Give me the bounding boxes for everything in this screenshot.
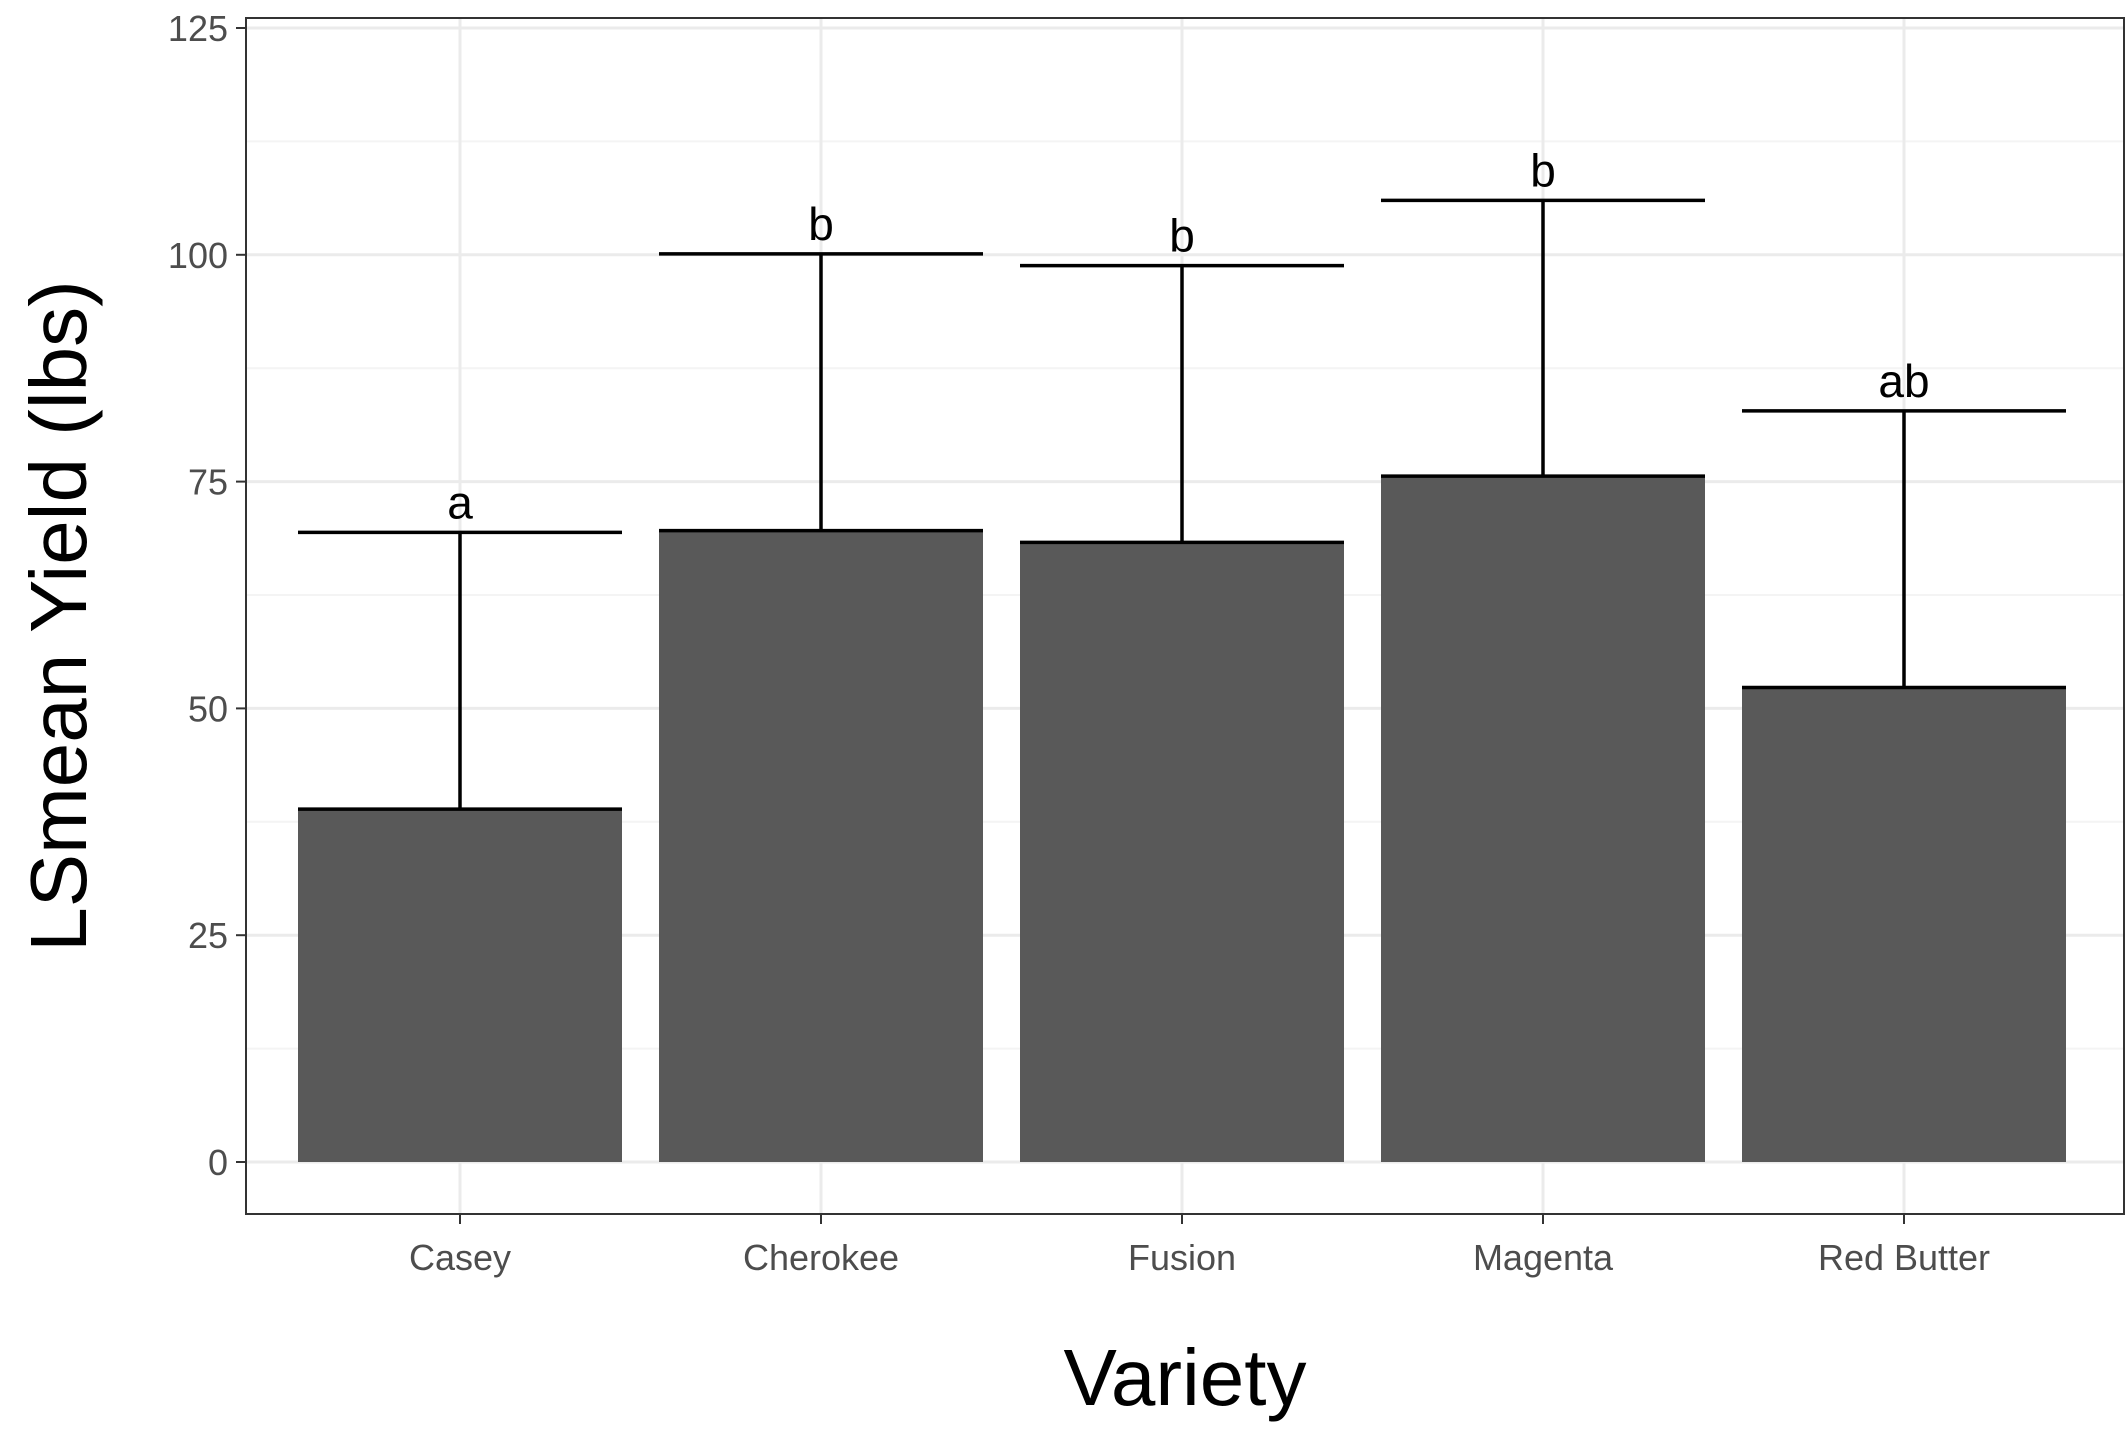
x-tick-label: Red Butter xyxy=(1818,1237,1990,1278)
y-tick-label: 50 xyxy=(188,688,228,729)
x-axis-ticks: Casey Cherokee Fusion Magenta Red Butter xyxy=(409,1214,1990,1278)
bar-casey xyxy=(298,809,622,1162)
y-tick-label: 0 xyxy=(208,1142,228,1183)
y-tick-label: 100 xyxy=(168,235,228,276)
bar-cherokee xyxy=(659,530,983,1162)
bar-red-butter xyxy=(1742,687,2066,1162)
y-axis-title: LSmean Yield (lbs) xyxy=(14,280,103,951)
group-letter-label: a xyxy=(447,476,473,528)
x-tick-label: Casey xyxy=(409,1237,511,1278)
error-bars xyxy=(298,198,2066,810)
group-letter-label: b xyxy=(1169,210,1195,262)
group-letter-label: ab xyxy=(1878,355,1929,407)
bars xyxy=(298,474,2066,1162)
y-tick-label: 75 xyxy=(188,462,228,503)
y-axis-ticks: 0 25 50 75 100 125 xyxy=(168,8,246,1183)
bar-fusion xyxy=(1020,542,1344,1162)
x-axis-title: Variety xyxy=(1063,1333,1306,1422)
group-letter-label: b xyxy=(808,198,834,250)
panel-border xyxy=(245,17,2125,1215)
y-tick-label: 25 xyxy=(188,915,228,956)
x-tick-label: Fusion xyxy=(1128,1237,1236,1278)
group-letter-label: b xyxy=(1530,144,1556,196)
bar-magenta xyxy=(1381,476,1705,1162)
y-tick-label: 125 xyxy=(168,8,228,49)
x-tick-label: Cherokee xyxy=(743,1237,899,1278)
x-tick-label: Magenta xyxy=(1473,1237,1614,1278)
